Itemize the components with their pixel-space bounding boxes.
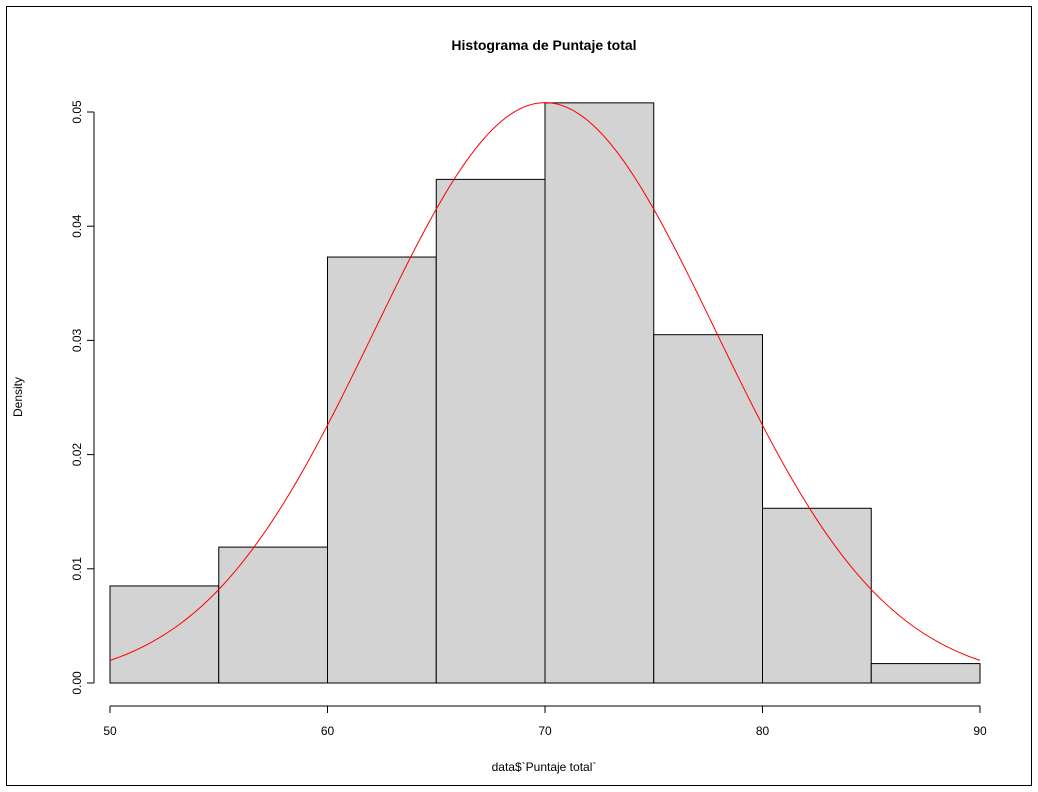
histogram-bar-4 — [435, 178, 546, 684]
y-tick-label-2: 0.01 — [70, 557, 84, 581]
normal-density-curve — [109, 102, 981, 661]
histogram-bar-3 — [327, 256, 437, 684]
bars-group — [109, 102, 981, 684]
y-tick-label-1: 0.00 — [70, 671, 84, 695]
histogram-bar-6 — [653, 334, 763, 684]
x-tick-label-5: 90 — [973, 724, 987, 738]
histogram-bar-2 — [218, 546, 328, 684]
y-tick-label-4: 0.03 — [70, 328, 84, 352]
x-tick-label-4: 80 — [756, 724, 770, 738]
y-axis: 0.00 0.01 0.02 0.03 0.04 0.05 — [70, 100, 95, 695]
x-axis: 50 60 70 80 90 — [103, 705, 987, 738]
x-tick-label-3: 70 — [538, 724, 552, 738]
y-tick-label-5: 0.04 — [70, 214, 84, 238]
x-tick-label-1: 50 — [103, 724, 117, 738]
histogram-bar-5 — [544, 102, 655, 684]
normal-curve-group — [109, 102, 981, 661]
y-tick-label-6: 0.05 — [70, 100, 84, 124]
x-axis-label: data$`Puntaje total` — [492, 760, 597, 774]
chart-title: Histograma de Puntaje total — [451, 37, 636, 53]
x-tick-label-2: 60 — [321, 724, 335, 738]
y-tick-label-3: 0.02 — [70, 443, 84, 467]
y-axis-label: Density — [11, 377, 25, 417]
histogram-bar-7 — [762, 507, 872, 684]
histogram-bar-8 — [870, 663, 981, 684]
